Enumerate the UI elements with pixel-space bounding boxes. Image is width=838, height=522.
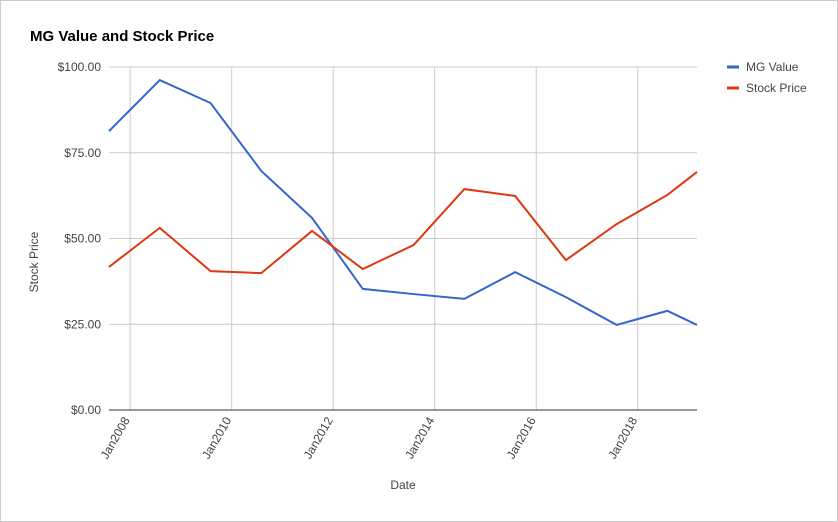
legend-label: Stock Price (746, 81, 807, 95)
legend-label: MG Value (746, 60, 799, 74)
y-tick-label: $0.00 (71, 403, 101, 417)
chart-title: MG Value and Stock Price (30, 28, 214, 45)
y-tick-label: $50.00 (64, 232, 101, 246)
y-tick-label: $75.00 (64, 146, 101, 160)
y-axis-title: Stock Price (27, 231, 41, 292)
line (108, 171, 698, 275)
y-tick-label: $100.00 (58, 60, 102, 74)
x-axis-title: Date (390, 478, 416, 492)
y-tick-label: $25.00 (64, 317, 101, 331)
line (108, 78, 698, 327)
